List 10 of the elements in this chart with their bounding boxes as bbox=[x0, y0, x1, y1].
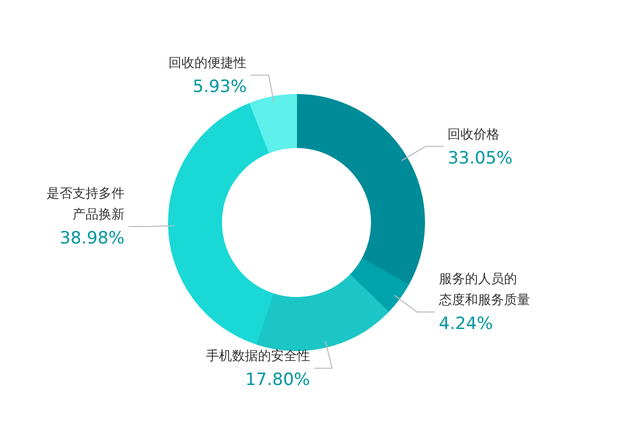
data-label: 33.05% bbox=[448, 148, 513, 168]
data-label: 4.24% bbox=[438, 314, 493, 334]
data-label: 17.80% bbox=[245, 370, 310, 390]
slice-label: 手机数据的安全性 bbox=[206, 348, 310, 364]
slice-label: 服务的人员的态度和服务质量 bbox=[438, 272, 530, 308]
slice-label: 回收的便捷性 bbox=[168, 56, 247, 72]
slice-label: 回收价格 bbox=[448, 127, 500, 142]
data-label: 38.98% bbox=[60, 228, 125, 248]
slice-label: 是否支持多件产品换新 bbox=[46, 186, 125, 222]
data-label: 5.93% bbox=[192, 77, 247, 98]
